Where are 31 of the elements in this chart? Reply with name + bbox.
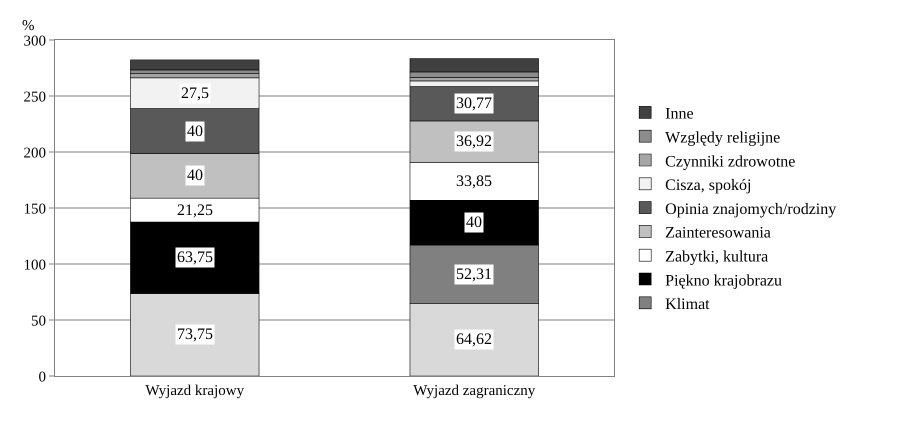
data-label: 36,92 [456,133,492,150]
legend-label: Zabytki, kultura [665,248,768,266]
data-label: 73,75 [177,326,213,343]
y-tick-label: 200 [24,145,46,162]
data-label: 63,75 [177,249,213,266]
y-axis-title: % [22,18,34,34]
data-label: 64,62 [456,331,492,348]
legend-label: Piękno krajobrazu [665,272,782,290]
legend-label: Opinia znajomych/rodziny [665,200,836,218]
data-label: 40 [187,167,203,184]
data-label: 40 [187,123,203,140]
y-tick-label: 250 [24,89,46,106]
data-label: 33,85 [456,173,492,190]
y-tick-label: 100 [24,257,46,274]
y-tick-label: 300 [24,33,46,50]
data-label: 21,25 [177,202,213,219]
data-label: 30,77 [456,95,492,112]
y-tick-label: 50 [31,313,46,330]
y-tick-label: 0 [38,369,46,386]
legend-label: Czynniki zdrowotne [665,153,796,170]
legend-label: Zainteresowania [665,224,771,242]
y-tick-label: 150 [24,201,46,218]
legend-label: Inne [665,106,694,123]
data-label: 27,5 [181,85,209,102]
legend-label: Cisza, spokój [665,177,752,194]
data-label: 40 [466,214,482,231]
legend-label: Względy religijne [665,129,780,146]
x-tick-label: Wyjazd zagraniczny [413,383,536,399]
legend-label: Klimat [665,296,710,314]
x-tick-label: Wyjazd krajowy [145,383,245,399]
data-label: 52,31 [456,266,492,283]
